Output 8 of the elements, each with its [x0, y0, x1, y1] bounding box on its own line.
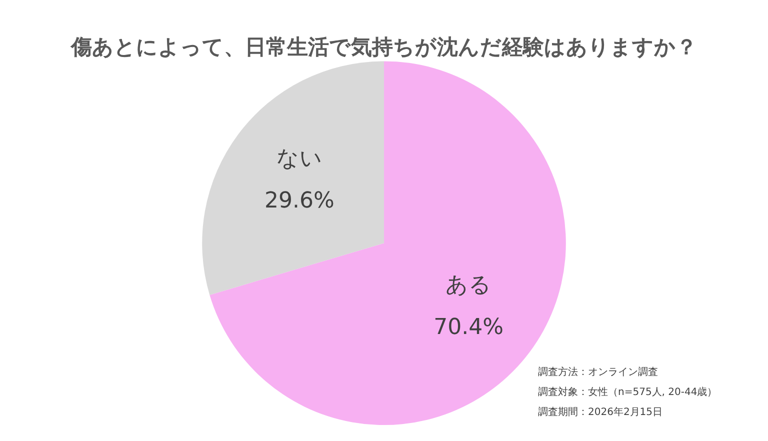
text: 調査期間：2026年2月15日 [538, 406, 664, 420]
text: 調査対象：女性（n=575人, 20-44歳） [538, 386, 718, 400]
slice-label: ある [446, 272, 492, 298]
data-label: 29.6% [264, 188, 334, 214]
chart-title: 傷あとによって、日常生活で気持ちが沈んだ経験はありますか？ [70, 35, 697, 60]
text: 調査方法：オンライン調査 [538, 366, 659, 380]
data-label: 70.4% [434, 314, 504, 340]
slice-label: ない [276, 146, 322, 172]
